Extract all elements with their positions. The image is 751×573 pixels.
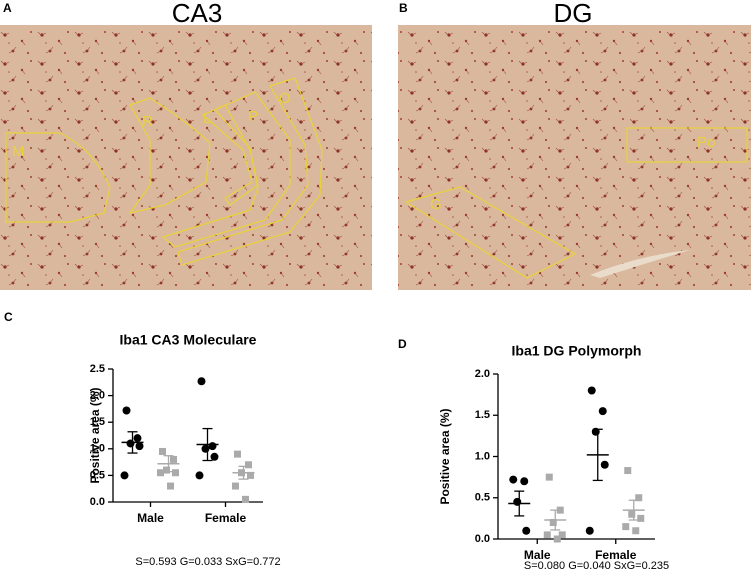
region-outline — [161, 91, 291, 248]
y-tick-label: 0.5 — [475, 492, 490, 504]
region-label: Po — [697, 134, 715, 151]
y-tick-label: 0.5 — [90, 469, 105, 481]
y-axis-label: Positive area (%) — [438, 408, 452, 504]
panel-letter: D — [398, 337, 407, 351]
data-point — [587, 386, 596, 395]
y-axis-label: Positive area (%) — [88, 387, 102, 483]
data-point — [553, 535, 561, 543]
vessel — [590, 250, 690, 278]
data-point — [513, 497, 522, 506]
stats-note: S=0.080 G=0.040 SxG=0.235 — [524, 560, 669, 572]
panel-title: DG — [554, 0, 593, 28]
x-tick-label: Male — [524, 548, 551, 562]
data-point — [549, 519, 557, 526]
data-point — [522, 526, 531, 535]
data-point — [245, 461, 252, 469]
x-tick-label: Male — [137, 511, 164, 525]
data-point — [635, 494, 643, 502]
data-point — [159, 447, 166, 455]
x-tick-label: Female — [595, 548, 637, 562]
data-point — [172, 469, 179, 477]
data-point — [122, 406, 131, 415]
region-label: L — [203, 110, 211, 127]
region-label: O — [279, 90, 291, 107]
region-label: R — [142, 113, 153, 130]
y-tick-label: 2.5 — [90, 363, 105, 375]
data-point — [163, 466, 170, 474]
data-point — [120, 471, 129, 480]
region-outline — [626, 127, 748, 163]
y-tick-label: 2.0 — [90, 390, 105, 402]
data-point — [197, 377, 206, 386]
panel-title: CA3 — [172, 0, 223, 28]
data-point — [509, 475, 518, 484]
micrograph — [0, 25, 372, 290]
chart-title: Iba1 CA3 Moleculare — [120, 332, 257, 348]
data-point — [234, 450, 241, 458]
data-point — [520, 477, 529, 486]
data-point — [628, 510, 636, 518]
data-point — [637, 514, 645, 522]
region-outline — [177, 77, 323, 266]
region-label: P — [248, 108, 258, 125]
data-point — [195, 471, 204, 480]
data-point — [242, 495, 249, 503]
data-point — [135, 442, 144, 451]
data-point — [600, 460, 609, 469]
data-point — [133, 434, 142, 443]
y-tick-label: 1.0 — [475, 450, 490, 462]
data-point — [598, 407, 607, 416]
data-point — [624, 467, 632, 475]
stats-note: S=0.593 G=0.033 SxG=0.772 — [135, 556, 280, 568]
y-tick-label: 0.0 — [475, 533, 490, 545]
chart-title: Iba1 DG Polymorph — [512, 343, 642, 359]
data-point — [157, 469, 164, 477]
data-point — [210, 452, 219, 461]
data-point — [622, 523, 630, 531]
data-point — [126, 439, 135, 448]
region-outline — [128, 97, 211, 214]
y-tick-label: 0.0 — [90, 496, 105, 508]
y-tick-label: 1.5 — [90, 416, 105, 428]
region-outline — [201, 104, 259, 206]
data-point — [543, 531, 551, 539]
panel-letter: C — [4, 310, 13, 324]
region-outline — [404, 186, 577, 279]
data-point — [232, 482, 239, 490]
data-point — [201, 444, 210, 453]
data-point — [558, 531, 566, 539]
data-point — [247, 471, 254, 479]
data-point — [632, 527, 640, 535]
x-tick-label: Female — [205, 511, 247, 525]
y-tick-label: 1.0 — [90, 443, 105, 455]
panel-letter: B — [399, 1, 408, 15]
data-point — [170, 455, 177, 463]
y-tick-label: 2.0 — [475, 368, 490, 380]
region-label: M — [12, 143, 25, 160]
data-point — [545, 473, 553, 481]
data-point — [208, 442, 217, 451]
data-point — [167, 482, 174, 490]
y-tick-label: 1.5 — [475, 409, 490, 421]
data-point — [585, 526, 594, 535]
micrograph — [398, 25, 751, 290]
region-outline — [5, 132, 111, 223]
panel-letter: A — [3, 1, 12, 15]
region-label: G — [430, 196, 442, 213]
